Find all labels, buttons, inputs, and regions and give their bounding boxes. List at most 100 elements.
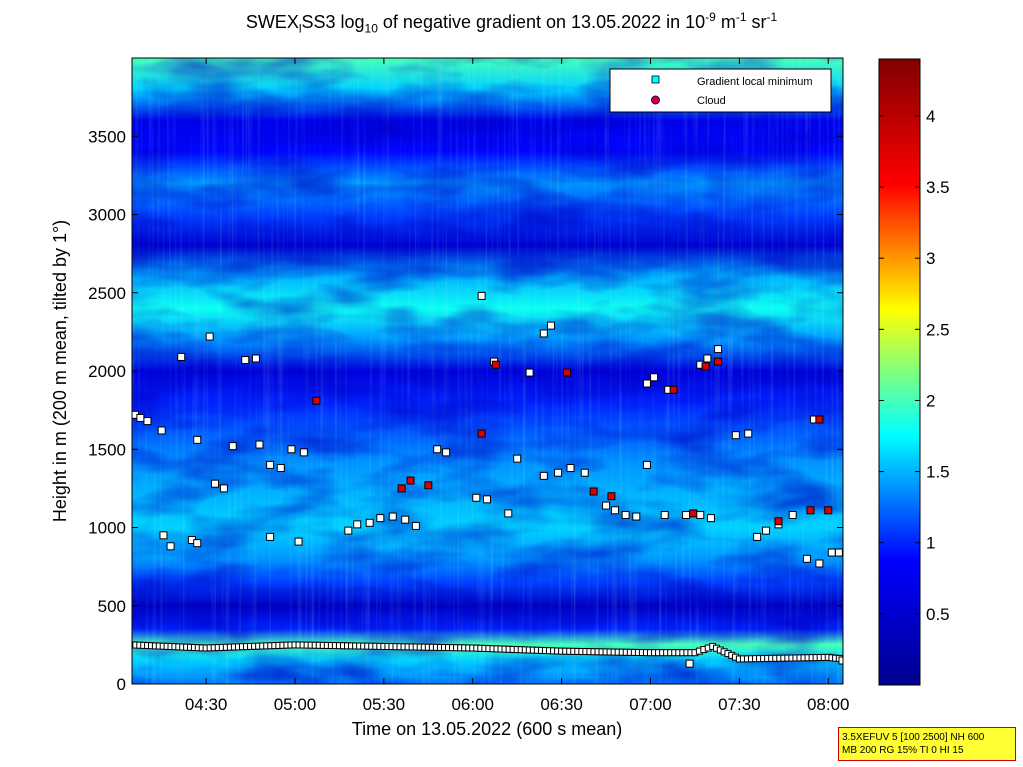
colorbar-tick-label: 1 bbox=[926, 534, 935, 553]
gradient-minimum-marker bbox=[642, 460, 651, 469]
gradient-minimum-marker bbox=[762, 526, 771, 535]
gradient-minimum-marker bbox=[255, 440, 264, 449]
colorbar-tick-label: 2 bbox=[926, 391, 935, 410]
gradient-minimum-marker bbox=[482, 495, 491, 504]
gradient-minimum-marker bbox=[276, 464, 285, 473]
cloud-marker bbox=[397, 484, 406, 493]
cloud-marker bbox=[477, 429, 486, 438]
info-line: 3.5XEFUV 5 [100 2500] NH 600 bbox=[842, 732, 985, 743]
gradient-minimum-marker bbox=[294, 537, 303, 546]
y-tick-label: 1000 bbox=[88, 519, 126, 538]
x-tick-label: 05:00 bbox=[274, 695, 317, 714]
gradient-minimum-marker bbox=[477, 291, 486, 300]
legend: Gradient local minimum Cloud bbox=[609, 68, 832, 113]
x-tick-label: 06:30 bbox=[540, 695, 583, 714]
title-text: -1 bbox=[735, 10, 747, 24]
gradient-minimum-marker bbox=[266, 460, 275, 469]
title-text: 10 bbox=[364, 21, 378, 36]
x-axis-label: Time on 13.05.2022 (600 s mean) bbox=[352, 719, 623, 739]
gradient-minimum-marker bbox=[442, 448, 451, 457]
gradient-minimum-marker bbox=[546, 321, 555, 330]
y-tick-label: 0 bbox=[117, 675, 126, 694]
gradient-minimum-marker bbox=[193, 435, 202, 444]
gradient-minimum-marker bbox=[838, 656, 843, 665]
title-text: -9 bbox=[705, 10, 716, 24]
y-tick-label: 2500 bbox=[88, 284, 126, 303]
title-text: sr bbox=[746, 12, 767, 32]
info-line: MB 200 RG 15% TI 0 HI 15 bbox=[842, 745, 964, 756]
gradient-minimum-marker bbox=[696, 510, 705, 519]
cloud-marker bbox=[689, 509, 698, 518]
gradient-minimum-marker bbox=[650, 373, 659, 382]
gradient-minimum-marker bbox=[241, 356, 250, 365]
cloud-marker bbox=[701, 362, 710, 371]
gradient-minimum-marker bbox=[539, 471, 548, 480]
colorbar-tick-label: 0.5 bbox=[926, 605, 950, 624]
gradient-minimum-marker bbox=[299, 448, 308, 457]
colorbar-tick-label: 3 bbox=[926, 249, 935, 268]
gradient-minimum-marker bbox=[388, 512, 397, 521]
gradient-minimum-marker bbox=[554, 468, 563, 477]
ground-minimum-line bbox=[132, 641, 843, 663]
cloud-marker bbox=[312, 396, 321, 405]
colorbar-tick-label: 3.5 bbox=[926, 178, 950, 197]
colorbar-axis: 0.5 1 1.5 2 2.5 3 3.5 4 bbox=[879, 107, 950, 624]
x-tick-label: 07:30 bbox=[718, 695, 761, 714]
title-text: m bbox=[715, 12, 736, 32]
colorbar-tick-label: 1.5 bbox=[926, 463, 950, 482]
gradient-minimum-marker bbox=[205, 332, 214, 341]
legend-label-cloud: Cloud bbox=[697, 95, 726, 107]
cloud-marker bbox=[607, 492, 616, 501]
y-tick-label: 3000 bbox=[88, 206, 126, 225]
y-axis-label: Height in m (200 m mean, tilted by 1°) bbox=[50, 220, 70, 522]
legend-box bbox=[609, 68, 832, 113]
cloud-marker bbox=[806, 506, 815, 515]
cloud-marker bbox=[424, 481, 433, 490]
legend-cloud-marker bbox=[651, 95, 660, 105]
colorbar bbox=[878, 58, 921, 686]
gradient-minimum-marker bbox=[143, 417, 152, 426]
gradient-minimum-marker bbox=[166, 542, 175, 551]
colorbar-tick-label: 2.5 bbox=[926, 320, 950, 339]
x-tick-label: 04:30 bbox=[185, 695, 228, 714]
gradient-minimum-marker bbox=[610, 506, 619, 515]
gradient-minimum-marker bbox=[660, 510, 669, 519]
cloud-markers bbox=[312, 357, 833, 526]
cloud-marker bbox=[774, 517, 783, 526]
gradient-minimum-marker bbox=[827, 548, 836, 557]
gradient-minimum-marker bbox=[365, 518, 374, 527]
gradient-minimum-marker bbox=[753, 532, 762, 541]
gradient-minimum-marker bbox=[744, 429, 753, 438]
title-text: l bbox=[298, 21, 302, 36]
colorbar-tick-label: 4 bbox=[926, 107, 935, 126]
gradient-minimum-marker bbox=[621, 510, 630, 519]
legend-minimum-marker bbox=[651, 75, 660, 84]
gradient-minimum-marker bbox=[602, 501, 611, 510]
gradient-minimum-marker bbox=[157, 426, 166, 435]
gradient-minimum-marker bbox=[177, 352, 186, 361]
y-axis: 0 500 1000 1500 2000 2500 3000 3500 bbox=[88, 127, 843, 694]
gradient-minimum-marker bbox=[136, 413, 145, 422]
gradient-minimum-marker bbox=[834, 548, 843, 557]
info-box: 3.5XEFUV 5 [100 2500] NH 600 MB 200 RG 1… bbox=[838, 727, 1016, 761]
gradient-minimum-marker bbox=[682, 510, 691, 519]
gradient-minimum-marker bbox=[566, 464, 575, 473]
gradient-minimum-marker bbox=[642, 379, 651, 388]
cloud-marker bbox=[562, 368, 571, 377]
title-text: SS3 log bbox=[301, 12, 365, 32]
y-tick-label: 2000 bbox=[88, 362, 126, 381]
gradient-minimum-marker bbox=[411, 521, 420, 530]
cloud-marker bbox=[815, 415, 824, 424]
gradient-minimum-marker bbox=[219, 484, 228, 493]
chart-title: SWEXlSS3 log10 of negative gradient on 1… bbox=[0, 10, 1023, 36]
cloud-marker bbox=[406, 476, 415, 485]
cloud-marker bbox=[824, 506, 833, 515]
gradient-minimum-marker bbox=[802, 554, 811, 563]
gradient-minimum-marker bbox=[472, 493, 481, 502]
gradient-minimum-marker bbox=[353, 520, 362, 529]
gradient-minimum-marker bbox=[513, 454, 522, 463]
gradient-minimum-marker bbox=[344, 526, 353, 535]
x-tick-label: 07:00 bbox=[629, 695, 672, 714]
gradient-minimum-marker bbox=[815, 559, 824, 568]
